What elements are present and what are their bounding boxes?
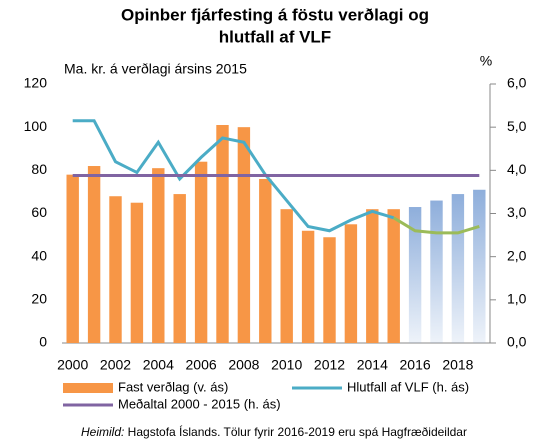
y2-tick-label: 6,0 [507, 75, 527, 91]
source: Heimild: Hagstofa Íslands. Tölur fyrir 2… [81, 424, 467, 439]
bar [130, 202, 144, 343]
source-label: Heimild: [81, 425, 124, 439]
legend-label: Meðaltal 2000 - 2015 (h. ás) [118, 396, 281, 411]
y-axis-label: Ma. kr. á verðlagi ársins 2015 [64, 61, 247, 77]
bar [109, 196, 122, 343]
legend-swatch [63, 383, 113, 393]
bar [387, 209, 400, 343]
bar [366, 209, 379, 343]
x-tick-label: 2002 [100, 357, 131, 373]
bar [66, 174, 79, 343]
y-tick-label: 40 [31, 247, 47, 263]
line [72, 119, 395, 233]
legend-label: Fast verðlag (v. ás) [118, 379, 228, 394]
bar [259, 178, 272, 343]
y2-tick-label: 5,0 [507, 118, 527, 134]
x-tick-label: 2000 [57, 357, 88, 373]
bar [301, 230, 315, 343]
source-text: Hagstofa Íslands. Tölur fyrir 2016-2019 … [124, 424, 467, 439]
y-tick-label: 80 [31, 161, 47, 177]
x-tick-label: 2010 [271, 357, 302, 373]
y2-axis-label: % [480, 53, 492, 69]
y2-tick-label: 4,0 [507, 161, 527, 177]
y2-tick-label: 3,0 [507, 204, 527, 220]
x-tick-label: 2016 [400, 357, 431, 373]
line [392, 216, 480, 235]
x-tick-label: 2018 [442, 357, 473, 373]
chart-title: hlutfall af VLF [219, 27, 331, 46]
x-tick-label: 2004 [143, 357, 174, 373]
legend-label: Hlutfall af VLF (h. ás) [347, 379, 469, 394]
y-tick-label: 60 [31, 204, 47, 220]
bar [451, 194, 465, 343]
bar [323, 237, 336, 343]
bar [473, 189, 486, 343]
bar [87, 166, 101, 343]
x-tick-label: 2008 [228, 357, 259, 373]
x-tick-label: 2006 [186, 357, 217, 373]
chart-title: Opinber fjárfesting á föstu verðlagi og [121, 5, 429, 24]
y-tick-label: 20 [31, 291, 47, 307]
bar [216, 125, 229, 343]
x-tick-label: 2014 [357, 357, 388, 373]
y2-tick-label: 1,0 [507, 291, 527, 307]
y2-tick-label: 0,0 [507, 334, 527, 350]
bar [430, 200, 443, 343]
bar [237, 127, 251, 344]
y-tick-label: 0 [39, 334, 47, 350]
y-tick-label: 120 [24, 75, 48, 91]
bar [173, 194, 186, 343]
bar [280, 209, 293, 343]
bar [152, 168, 165, 343]
y2-tick-label: 2,0 [507, 247, 527, 263]
bar [408, 207, 422, 343]
x-tick-label: 2012 [314, 357, 345, 373]
bar [344, 224, 358, 343]
y-tick-label: 100 [24, 118, 48, 134]
bar [194, 161, 208, 343]
